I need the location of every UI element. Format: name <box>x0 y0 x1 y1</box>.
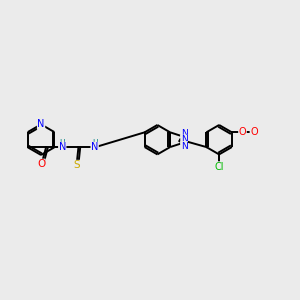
Text: O: O <box>250 127 258 137</box>
Text: N: N <box>38 119 45 129</box>
Text: O: O <box>238 127 246 137</box>
Text: N: N <box>181 142 188 151</box>
Text: H: H <box>92 139 98 148</box>
Text: O: O <box>37 159 45 169</box>
Text: H: H <box>59 139 65 148</box>
Text: Cl: Cl <box>214 162 224 172</box>
Text: N: N <box>58 142 66 152</box>
Text: S: S <box>73 160 80 170</box>
Text: N: N <box>181 129 188 138</box>
Text: N: N <box>181 135 188 144</box>
Text: N: N <box>91 142 98 152</box>
